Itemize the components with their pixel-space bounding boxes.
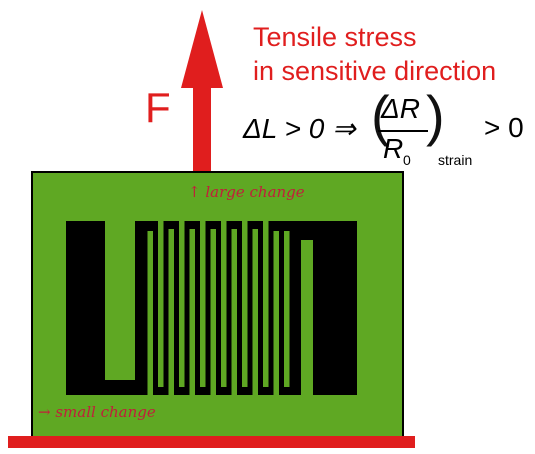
gauge-turn [184, 221, 200, 229]
left-pad [66, 221, 145, 395]
annotation-small-change: → small change [38, 403, 156, 421]
annotation-large-change: ↑ large change [188, 183, 305, 201]
gauge-turn [195, 387, 211, 395]
gauge-finger [205, 221, 211, 395]
gauge-finger [195, 221, 200, 395]
force-arrow-head [181, 10, 223, 88]
gauge-finger [279, 221, 284, 395]
gauge-turn [237, 387, 253, 395]
title-line-1: Tensile stress [253, 22, 417, 52]
large-change-arrow: ↑ [188, 183, 206, 201]
base-bar [8, 436, 415, 448]
equation-left: ΔL > 0 ⇒ [243, 113, 356, 144]
gauge-finger [247, 221, 253, 395]
gauge-finger [216, 221, 221, 395]
gauge-finger [268, 221, 274, 395]
equation-right: > 0 [484, 112, 524, 143]
right-paren: ) [426, 84, 445, 147]
gauge-finger [226, 221, 232, 395]
gauge-finger [258, 221, 263, 395]
gauge-turn [258, 387, 274, 395]
force-label: F [145, 84, 171, 131]
small-change-arrow: → [38, 403, 56, 421]
gauge-finger [184, 221, 190, 395]
gauge-turn [279, 387, 295, 395]
gauge-finger [237, 221, 242, 395]
equation-denominator-sub: 0 [403, 152, 411, 168]
equation-denominator: R [383, 133, 404, 164]
gauge-fingers [142, 221, 295, 395]
gauge-finger [174, 221, 179, 395]
gauge-finger [163, 221, 169, 395]
gauge-turn [174, 387, 190, 395]
gauge-turn [163, 221, 179, 229]
title-line-2: in sensitive direction [253, 56, 497, 86]
gauge-finger [153, 221, 158, 395]
gauge-turn [268, 221, 284, 229]
right-pad [292, 221, 357, 395]
fraction-bar [378, 130, 428, 132]
gauge-turn [247, 221, 263, 229]
gauge-finger [142, 221, 148, 395]
gauge-turn [153, 387, 169, 395]
force-arrow-shaft [193, 86, 211, 174]
gauge-turn [205, 221, 221, 229]
gauge-turn [216, 387, 232, 395]
gauge-turn [226, 221, 242, 229]
equation-subscript: strain [438, 152, 473, 168]
gauge-turn [142, 221, 158, 229]
gauge-finger [289, 221, 295, 395]
equation-numerator: ΔR [381, 93, 421, 124]
